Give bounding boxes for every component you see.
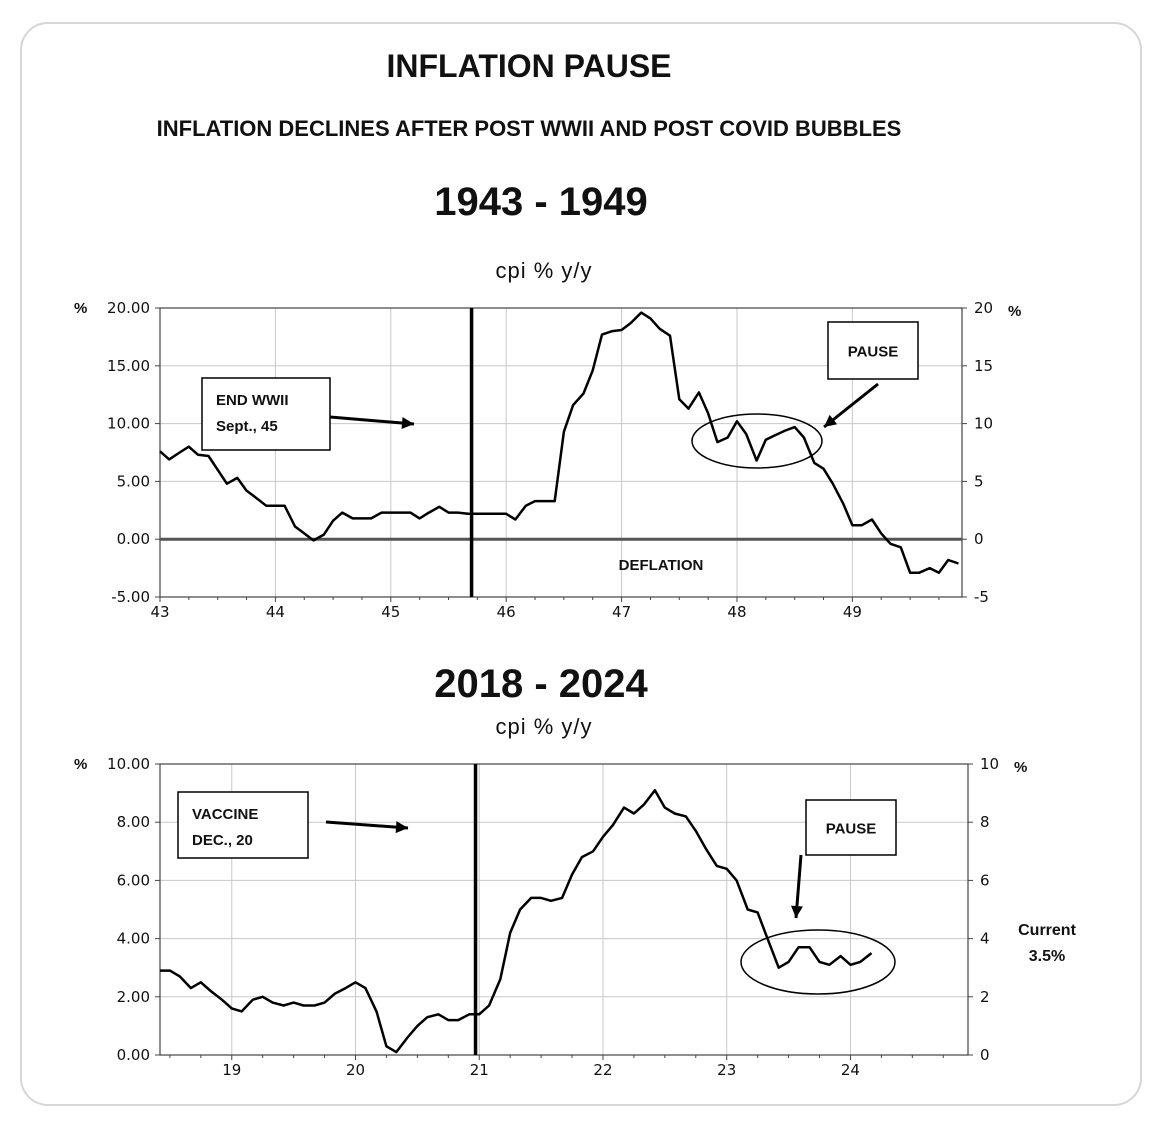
chart1-x-tick-label: 44: [266, 603, 285, 621]
chart2-left-axis-unit: %: [74, 756, 87, 773]
chart2-y-tick-label-right: 10: [980, 755, 999, 773]
current-label-line-1: Current: [1018, 922, 1076, 939]
chart2-y-tick-label-left: 0.00: [117, 1046, 150, 1064]
chart1-event-box-text: Sept., 45: [216, 418, 278, 435]
chart1-y-tick-label-right: 10: [974, 415, 993, 433]
chart1-y-tick-label-left: 5.00: [117, 472, 150, 490]
chart2-event-arrow-shaft: [325, 820, 409, 830]
chart-card: [20, 22, 1142, 1106]
chart2-y-tick-label-right: 6: [980, 871, 990, 889]
chart2-x-tick-label: 19: [222, 1061, 241, 1079]
chart2-y-tick-label-left: 8.00: [117, 813, 150, 831]
chart2-event-box-text: DEC., 20: [192, 832, 253, 849]
chart2-plot-frame: [159, 763, 969, 1056]
chart1-y-tick-label-right: 5: [974, 472, 984, 490]
chart1-x-tick-label: 48: [727, 603, 746, 621]
chart1-event-box: [201, 377, 331, 451]
chart1-left-axis-unit: %: [74, 300, 87, 317]
chart1-x-tick-label: 47: [612, 603, 631, 621]
chart1-x-tick-label: 45: [381, 603, 400, 621]
chart2-right-axis-unit: %: [1014, 759, 1027, 776]
chart2-x-tick-label: 22: [593, 1061, 612, 1079]
chart2-y-tick-label-right: 0: [980, 1046, 990, 1064]
chart2-event-box-text: VACCINE: [192, 806, 258, 823]
chart1-y-tick-label-left: -5.00: [111, 588, 150, 606]
current-label: Current 3.5%: [1006, 918, 1088, 970]
unit-title-1: cpi % y/y: [495, 258, 593, 283]
chart2-event-box: [177, 791, 309, 859]
chart1-y-tick-label-left: 0.00: [117, 530, 150, 548]
chart2-pause-arrow-head: [790, 905, 803, 918]
chart2-x-tick-label: 24: [841, 1061, 860, 1079]
chart1-x-tick-label: 49: [843, 603, 862, 621]
period-title-1: 1943 - 1949: [434, 180, 648, 224]
chart1-right-axis-unit: %: [1008, 303, 1021, 320]
subtitle: INFLATION DECLINES AFTER POST WWII AND P…: [156, 116, 902, 141]
chart2-series-line: [160, 788, 873, 1054]
chart1-event-arrow-shaft: [329, 415, 415, 426]
chart1-y-tick-label-right: 20: [974, 299, 993, 317]
chart2-y-tick-label-left: 4.00: [117, 930, 150, 948]
chart2-y-tick-label-right: 8: [980, 813, 990, 831]
chart1-event-box-text: END WWII: [216, 392, 289, 409]
chart1-deflation-label: DEFLATION: [619, 557, 704, 574]
chart2-x-tick-label: 21: [470, 1061, 489, 1079]
chart1-x-tick-label: 46: [497, 603, 516, 621]
current-label-value: 3.5%: [1028, 948, 1066, 965]
chart2-y-tick-label-right: 2: [980, 988, 990, 1006]
chart2-x-tick-label: 23: [717, 1061, 736, 1079]
chart2-y-tick-label-left: 6.00: [117, 871, 150, 889]
chart1-y-tick-label-right: 15: [974, 357, 993, 375]
chart1-y-tick-label-right: 0: [974, 530, 984, 548]
chart1-series-line: [159, 311, 959, 574]
chart1-pause-box-text: PAUSE: [848, 344, 899, 361]
chart1-x-tick-label: 43: [150, 603, 169, 621]
chart1-event-arrow-head: [401, 417, 414, 429]
chart1-y-tick-label-left: 20.00: [107, 299, 150, 317]
chart2-pause-box: [805, 799, 897, 856]
chart2-pause-box-text: PAUSE: [826, 821, 877, 838]
period-title-2: 2018 - 2024: [434, 662, 648, 706]
unit-title-2: cpi % y/y: [495, 714, 593, 739]
main-title: INFLATION PAUSE: [386, 48, 672, 84]
chart2-event-arrow-head: [395, 821, 408, 834]
chart2-y-tick-label-right: 4: [980, 930, 990, 948]
chart1-y-tick-label-left: 15.00: [107, 357, 150, 375]
chart2-x-tick-label: 20: [346, 1061, 365, 1079]
chart1-y-tick-label-right: -5: [974, 588, 989, 606]
chart1-pause-circle: [691, 413, 823, 469]
chart2-pause-circle: [740, 929, 896, 995]
chart2-y-tick-label-left: 2.00: [117, 988, 150, 1006]
chart1-pause-arrow-head: [824, 414, 838, 427]
chart1-pause-box: [827, 321, 919, 380]
chart1-y-tick-label-left: 10.00: [107, 415, 150, 433]
chart2-y-tick-label-left: 10.00: [107, 755, 150, 773]
